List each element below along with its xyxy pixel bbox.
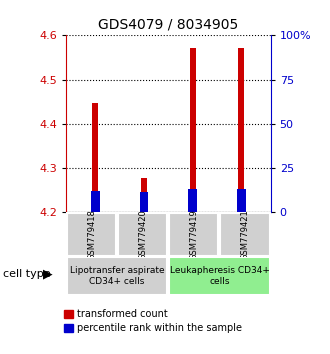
- Bar: [141, 178, 147, 192]
- Text: GSM779421: GSM779421: [241, 209, 249, 260]
- Bar: [239, 48, 244, 212]
- Bar: [141, 178, 147, 212]
- Bar: [92, 103, 98, 191]
- Bar: [118, 213, 167, 256]
- Text: GSM779418: GSM779418: [87, 209, 96, 260]
- Bar: [67, 213, 116, 256]
- Bar: [169, 213, 218, 256]
- Text: Lipotransfer aspirate
CD34+ cells: Lipotransfer aspirate CD34+ cells: [70, 267, 164, 286]
- Text: ▶: ▶: [43, 268, 53, 281]
- Text: cell type: cell type: [3, 269, 51, 279]
- Bar: [169, 257, 270, 295]
- Bar: [67, 257, 167, 295]
- Bar: [140, 192, 148, 212]
- Text: Leukapheresis CD34+
cells: Leukapheresis CD34+ cells: [170, 267, 269, 286]
- Bar: [237, 189, 246, 212]
- Bar: [239, 48, 244, 189]
- Text: GSM779420: GSM779420: [138, 209, 147, 260]
- Text: GSM779419: GSM779419: [189, 209, 198, 260]
- Bar: [188, 189, 197, 212]
- Title: GDS4079 / 8034905: GDS4079 / 8034905: [98, 17, 238, 32]
- Bar: [190, 48, 196, 189]
- Legend: transformed count, percentile rank within the sample: transformed count, percentile rank withi…: [64, 309, 242, 333]
- Bar: [190, 48, 196, 212]
- Bar: [92, 103, 98, 212]
- Bar: [220, 213, 270, 256]
- Bar: [91, 191, 100, 212]
